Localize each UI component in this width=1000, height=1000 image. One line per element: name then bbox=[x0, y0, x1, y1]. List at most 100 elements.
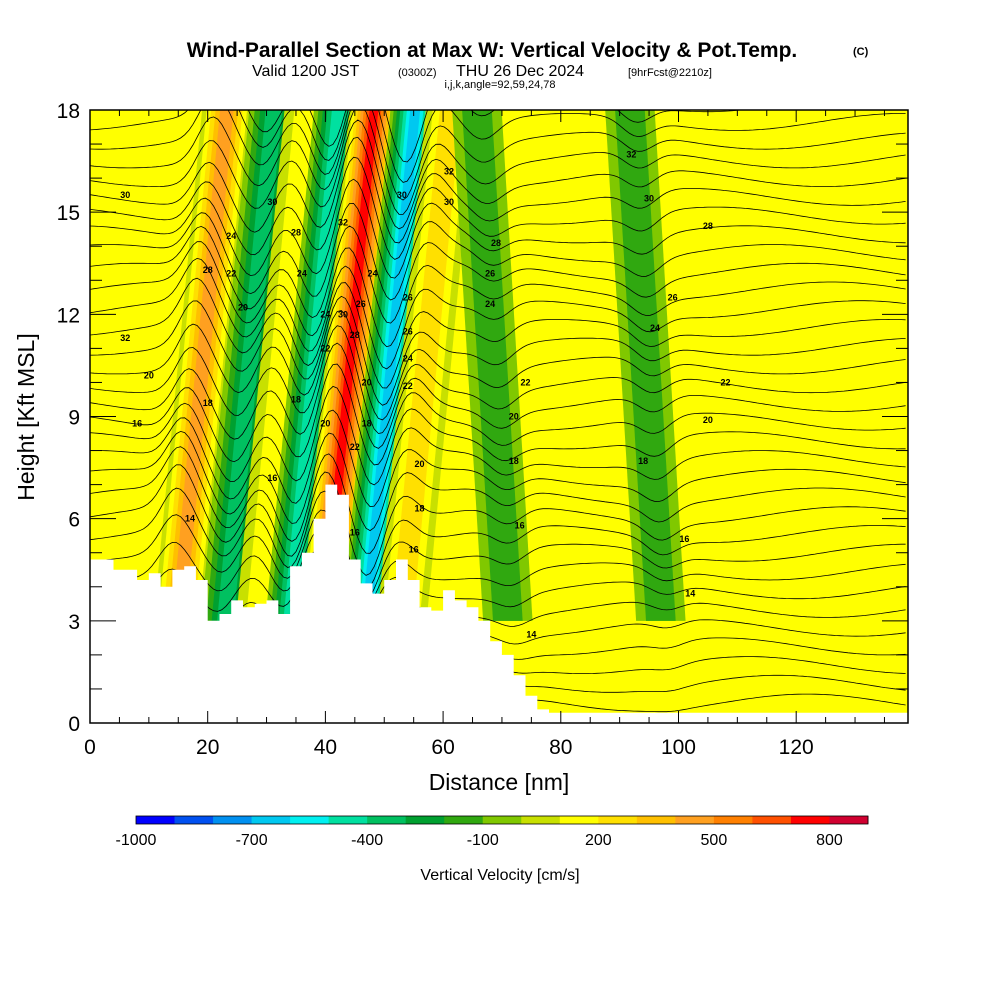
y-axis-label: Height [Kft MSL] bbox=[13, 333, 39, 500]
y-tick-label: 15 bbox=[57, 202, 80, 225]
theta-contour-label: 30 bbox=[397, 190, 407, 200]
colorbar-swatch bbox=[790, 816, 830, 824]
theta-contour-label: 16 bbox=[267, 473, 277, 483]
theta-contour-label: 20 bbox=[703, 415, 713, 425]
theta-contour-line bbox=[90, 110, 906, 201]
subtitle-utc: (0300Z) bbox=[398, 67, 437, 79]
subtitle-valid: Valid 1200 JST bbox=[252, 63, 360, 80]
theta-contour-label: 16 bbox=[350, 527, 360, 537]
colorbar-tick-label: 500 bbox=[701, 832, 728, 849]
x-tick-label: 0 bbox=[84, 736, 96, 759]
theta-contour-label: 28 bbox=[491, 238, 501, 248]
theta-contour-line bbox=[90, 156, 906, 260]
terrain-mask bbox=[90, 484, 908, 723]
theta-contour-line bbox=[90, 277, 906, 389]
theta-contour-label: 22 bbox=[520, 377, 530, 387]
theta-contour-label: 20 bbox=[144, 371, 154, 381]
theta-contour-label: 22 bbox=[320, 343, 330, 353]
colorbar-swatch bbox=[636, 816, 676, 824]
theta-contour-label: 30 bbox=[267, 197, 277, 207]
theta-contour-line bbox=[90, 409, 906, 508]
theta-contour-label: 26 bbox=[485, 268, 495, 278]
colorbar-swatch bbox=[367, 816, 407, 824]
theta-contour-line bbox=[90, 385, 906, 486]
colorbar-label: Vertical Velocity [cm/s] bbox=[420, 867, 579, 884]
theta-contour-line bbox=[90, 241, 906, 348]
x-tick-label: 120 bbox=[779, 736, 814, 759]
colorbar bbox=[135, 815, 869, 825]
theta-contour-label: 26 bbox=[356, 299, 366, 309]
theta-contour-label: 20 bbox=[238, 303, 248, 313]
colorbar-swatch bbox=[251, 816, 291, 824]
theta-contour-line bbox=[90, 225, 906, 324]
colorbar-swatch bbox=[290, 816, 330, 824]
theta-contour-label: 18 bbox=[638, 456, 648, 466]
colorbar-tick-label: 200 bbox=[585, 832, 612, 849]
theta-contour-label: 32 bbox=[338, 217, 348, 227]
subtitle-date: THU 26 Dec 2024 bbox=[456, 63, 584, 80]
theta-contour-label: 20 bbox=[415, 459, 425, 469]
theta-contour-label: 18 bbox=[415, 503, 425, 513]
theta-contour-labels: 30 32 20 16 14 18 28 24 22 20 30 28 24 18 16 24 22 20 30 32… bbox=[120, 149, 730, 639]
theta-contour-label: 22 bbox=[721, 377, 731, 387]
colorbar-swatch bbox=[752, 816, 792, 824]
theta-contour-label: 28 bbox=[350, 330, 360, 340]
colorbar-swatch bbox=[598, 816, 638, 824]
velocity-band bbox=[605, 110, 686, 621]
theta-contour-label: 16 bbox=[679, 534, 689, 544]
y-axis-ticks: 0 3 6 9 12 15 18 bbox=[57, 100, 908, 736]
theta-contour-label: 32 bbox=[444, 166, 454, 176]
theta-contour-line bbox=[90, 110, 906, 183]
theta-contour-line bbox=[90, 509, 906, 602]
theta-contour-label: 26 bbox=[668, 292, 678, 302]
theta-contour-label: 24 bbox=[650, 323, 660, 333]
velocity-band-layer bbox=[615, 110, 676, 621]
theta-contour-label: 20 bbox=[362, 377, 372, 387]
theta-contour-line bbox=[90, 464, 906, 576]
velocity-band bbox=[153, 110, 252, 621]
colorbar-tick-label: -1000 bbox=[116, 832, 157, 849]
theta-contour-label: 26 bbox=[403, 326, 413, 336]
velocity-band-layer bbox=[391, 110, 462, 621]
theta-contour-label: 18 bbox=[362, 418, 372, 428]
theta-contour-label: 24 bbox=[485, 299, 495, 309]
theta-contour-line bbox=[90, 178, 906, 279]
theta-contour-label: 20 bbox=[320, 418, 330, 428]
subtitle-indices: i,j,k,angle=92,59,24,78 bbox=[444, 79, 555, 91]
velocity-band-layer bbox=[283, 110, 346, 621]
plot-area bbox=[90, 110, 908, 723]
theta-contour-label: 28 bbox=[703, 221, 713, 231]
colorbar-swatch bbox=[829, 816, 869, 824]
subtitle-forecast: [9hrFcst@2210z] bbox=[628, 67, 712, 79]
colorbar-swatch bbox=[482, 816, 522, 824]
colorbar-swatch bbox=[559, 816, 599, 824]
theta-contour-label: 18 bbox=[291, 394, 301, 404]
colorbar-swatch bbox=[213, 816, 253, 824]
chart-title: Wind-Parallel Section at Max W: Vertical… bbox=[187, 39, 798, 62]
theta-contour-line bbox=[90, 136, 906, 244]
colorbar-frame bbox=[135, 815, 869, 825]
theta-contour-label: 14 bbox=[526, 629, 536, 639]
colorbar-swatch bbox=[713, 816, 753, 824]
theta-contour-label: 24 bbox=[403, 354, 413, 364]
x-tick-label: 20 bbox=[196, 736, 219, 759]
theta-contour-line bbox=[90, 110, 906, 215]
theta-contour-line bbox=[90, 342, 906, 449]
theta-contour-line bbox=[90, 548, 906, 621]
theta-contour-label: 18 bbox=[509, 456, 519, 466]
x-axis-ticks: 0 20 40 60 80 100 120 bbox=[84, 110, 885, 759]
colorbar-swatch bbox=[444, 816, 484, 824]
theta-contour-label: 30 bbox=[444, 197, 454, 207]
theta-contour-label: 24 bbox=[367, 268, 377, 278]
x-tick-label: 40 bbox=[314, 736, 337, 759]
theta-contour-label: 14 bbox=[185, 514, 195, 524]
colorbar-tick-label: -100 bbox=[467, 832, 499, 849]
theta-contour-label: 30 bbox=[644, 194, 654, 204]
theta-contour-line bbox=[90, 446, 906, 554]
theta-contour-label: 28 bbox=[203, 265, 213, 275]
theta-contour-label: 20 bbox=[509, 412, 519, 422]
velocity-band-layer bbox=[462, 110, 523, 621]
x-axis-label: Distance [nm] bbox=[429, 769, 570, 795]
y-tick-label: 18 bbox=[57, 100, 80, 123]
